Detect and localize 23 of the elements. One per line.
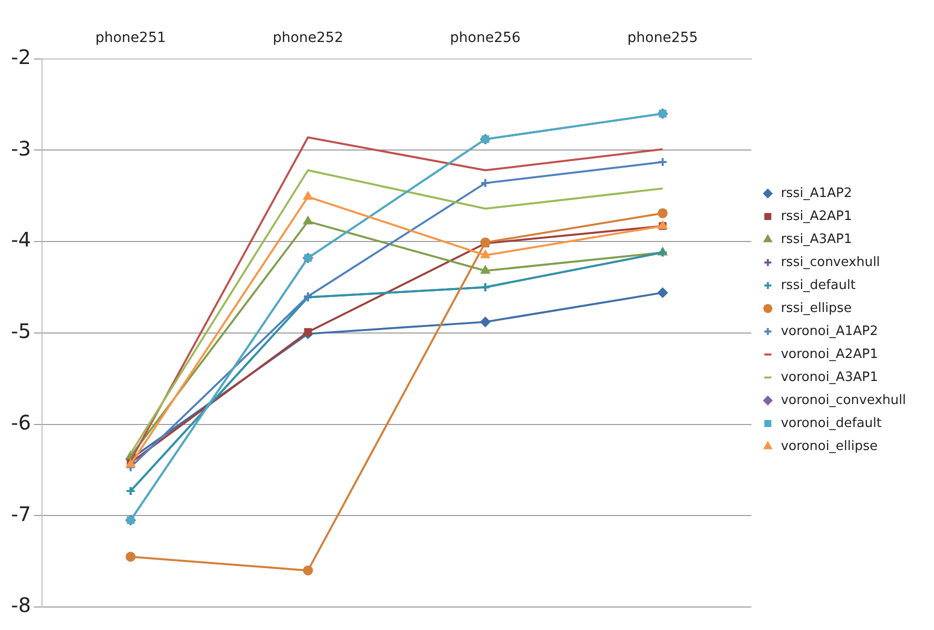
y-tick-label: -5 — [10, 319, 31, 344]
legend-label: rssi_default — [780, 278, 856, 293]
legend-label: rssi_A3AP1 — [780, 232, 852, 247]
x-tick-label: phone256 — [450, 30, 521, 46]
legend-label: voronoi_default — [780, 416, 882, 431]
legend-label: rssi_ellipse — [780, 300, 852, 316]
y-tick-label: -6 — [10, 410, 31, 434]
legend-label: rssi_convexhull — [780, 254, 880, 270]
legend-label: rssi_A1AP2 — [780, 186, 852, 201]
legend-label: voronoi_A3AP1 — [780, 370, 878, 385]
x-tick-label: phone251 — [95, 30, 166, 46]
legend-label: voronoi_ellipse — [780, 438, 878, 454]
x-tick-label: phone252 — [272, 30, 344, 46]
y-tick-label: -4 — [10, 228, 31, 252]
y-tick-label: -3 — [10, 136, 31, 160]
x-tick-label: phone255 — [627, 30, 698, 46]
legend-label: rssi_A2AP1 — [780, 208, 852, 224]
legend-label: voronoi_A2AP1 — [780, 346, 878, 362]
y-tick-label: -7 — [10, 502, 31, 526]
y-tick-label: -8 — [10, 593, 31, 618]
legend-label: voronoi_convexhull — [780, 392, 906, 408]
y-tick-label: -2 — [10, 45, 31, 70]
legend-label: voronoi_A1AP2 — [780, 324, 878, 339]
